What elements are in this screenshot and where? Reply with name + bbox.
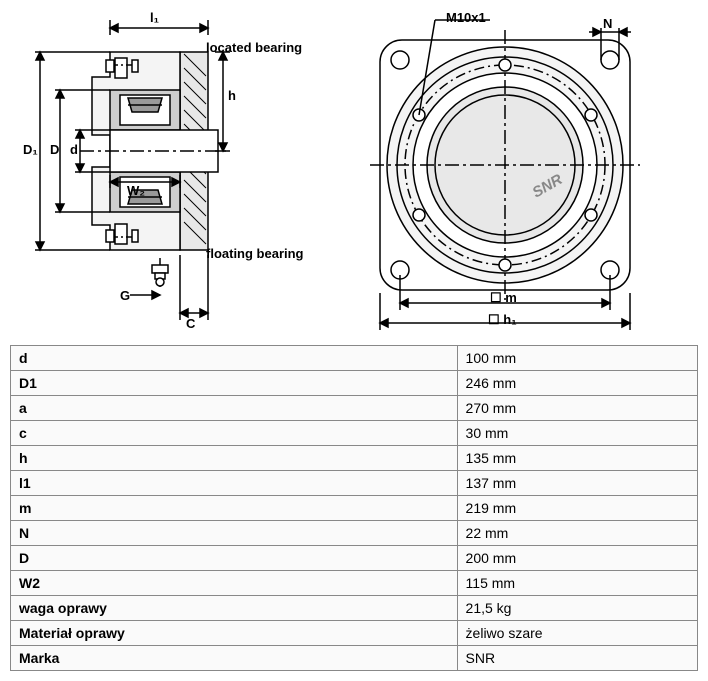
spec-value: 30 mm [457, 421, 697, 446]
table-row: Materiał oprawyżeliwo szare [11, 621, 698, 646]
spec-key: N [11, 521, 458, 546]
label-floating-bearing: floating bearing [206, 246, 304, 261]
spec-value: 135 mm [457, 446, 697, 471]
label-W2: W₂ [127, 183, 145, 198]
spec-value: 200 mm [457, 546, 697, 571]
table-row: MarkaSNR [11, 646, 698, 671]
spec-key: h [11, 446, 458, 471]
spec-value: 100 mm [457, 346, 697, 371]
spec-key: Marka [11, 646, 458, 671]
label-h1: ☐ h₁ [488, 312, 517, 328]
spec-key: D1 [11, 371, 458, 396]
label-D: D [50, 142, 59, 157]
table-row: N22 mm [11, 521, 698, 546]
spec-key: waga oprawy [11, 596, 458, 621]
spec-value: 21,5 kg [457, 596, 697, 621]
table-row: h135 mm [11, 446, 698, 471]
label-d: d [70, 142, 78, 157]
label-l1: l₁ [150, 10, 159, 25]
table-row: l1137 mm [11, 471, 698, 496]
spec-key: D [11, 546, 458, 571]
spec-value: 22 mm [457, 521, 697, 546]
label-M10x1: M10x1 [446, 10, 486, 25]
spec-key: d [11, 346, 458, 371]
spec-key: W2 [11, 571, 458, 596]
spec-key: a [11, 396, 458, 421]
table-row: d100 mm [11, 346, 698, 371]
table-row: c30 mm [11, 421, 698, 446]
table-row: a270 mm [11, 396, 698, 421]
diagram-area: SNR l₁ located bearing h D₁ D d W₂ float… [10, 10, 698, 345]
spec-value: 115 mm [457, 571, 697, 596]
table-row: waga oprawy21,5 kg [11, 596, 698, 621]
spec-value: 246 mm [457, 371, 697, 396]
label-N: N [603, 16, 612, 31]
label-C: C [186, 316, 195, 331]
spec-key: Materiał oprawy [11, 621, 458, 646]
table-row: D200 mm [11, 546, 698, 571]
label-m: ☐ m [490, 290, 517, 306]
spec-key: m [11, 496, 458, 521]
label-D1: D₁ [23, 142, 38, 157]
table-row: m219 mm [11, 496, 698, 521]
spec-value: SNR [457, 646, 697, 671]
spec-value: żeliwo szare [457, 621, 697, 646]
spec-value: 219 mm [457, 496, 697, 521]
label-G: G [120, 288, 130, 303]
spec-key: c [11, 421, 458, 446]
label-located-bearing: located bearing [206, 40, 302, 55]
spec-value: 137 mm [457, 471, 697, 496]
spec-value: 270 mm [457, 396, 697, 421]
spec-key: l1 [11, 471, 458, 496]
table-row: D1246 mm [11, 371, 698, 396]
label-h: h [228, 88, 236, 103]
table-row: W2115 mm [11, 571, 698, 596]
spec-table: d100 mmD1246 mma270 mmc30 mmh135 mml1137… [10, 345, 698, 671]
